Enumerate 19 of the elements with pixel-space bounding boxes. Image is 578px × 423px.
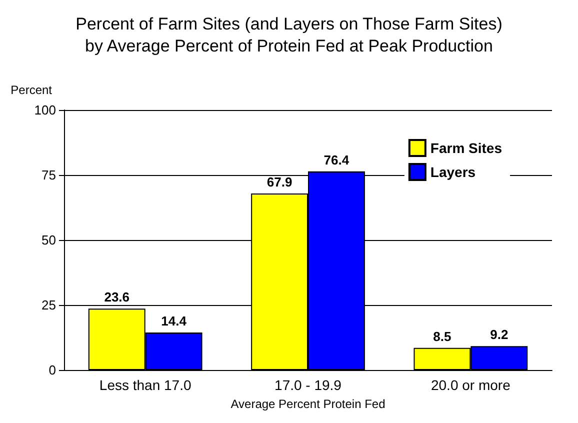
y-tick-label: 25 <box>42 298 56 312</box>
data-label: 9.2 <box>490 327 508 342</box>
data-label: 14.4 <box>161 314 188 329</box>
chart-title: Percent of Farm Sites (and Layers on Those Farm Sites) by Average Percent of Protein Fed at Peak Production <box>76 14 502 56</box>
y-axis-title: Percent <box>10 83 53 97</box>
y-tick-label: 75 <box>42 168 56 182</box>
data-label: 76.4 <box>324 152 350 168</box>
x-tick-label: 17.0 - 19.9 <box>274 377 342 393</box>
y-tick-label: 50 <box>42 232 56 248</box>
legend-label: Farm Sites <box>430 140 502 156</box>
y-tick-label: 0 <box>48 362 56 378</box>
y-tick-label: 100 <box>34 102 56 118</box>
x-tick-label: Less than 17.0 <box>99 377 192 393</box>
x-axis-title: Average Percent Protein Fed <box>230 397 386 411</box>
legend-label: Layers <box>430 164 476 180</box>
data-label: 67.9 <box>266 174 292 190</box>
data-label: 8.5 <box>433 328 452 344</box>
x-tick-label: 20.0 or more <box>430 377 511 393</box>
data-label: 23.6 <box>104 290 130 305</box>
